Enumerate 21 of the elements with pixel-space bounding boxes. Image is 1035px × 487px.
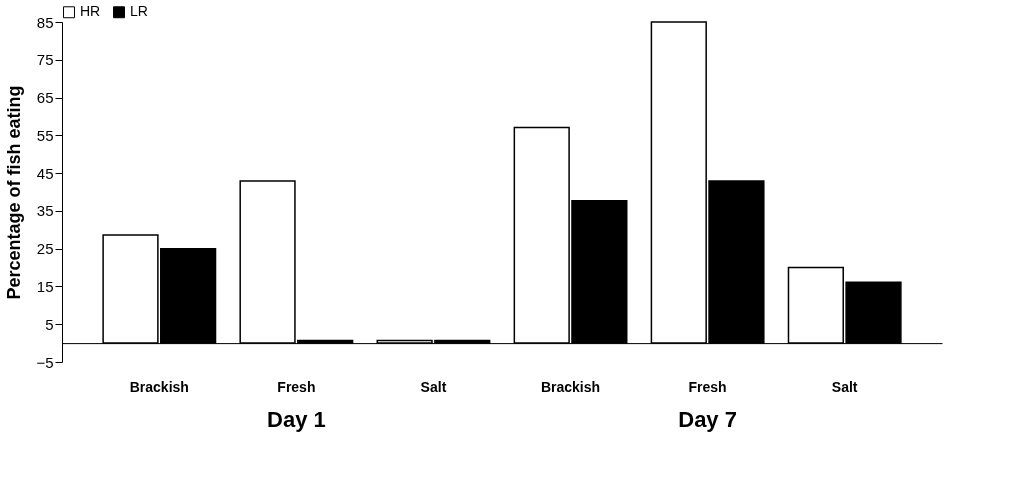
y-tick-label: 45	[36, 164, 54, 182]
y-tick-label: 85	[36, 13, 54, 31]
legend-label: LR	[130, 3, 148, 20]
legend-label: HR	[80, 3, 101, 20]
text: Day 1	[267, 407, 326, 432]
x-tick-label: Salt	[420, 378, 447, 395]
x-tick-label: Fresh	[688, 378, 727, 395]
y-tick-label: 35	[36, 202, 54, 220]
x-tick-label: Salt	[831, 378, 858, 395]
y-tick-label: 15	[36, 277, 54, 295]
y-tick-label: 55	[36, 126, 54, 144]
y-tick-label: 75	[36, 51, 54, 69]
x-tick-label: Brackish	[540, 378, 601, 395]
y-tick-label: 5	[45, 315, 54, 333]
text: Day 7	[678, 407, 737, 432]
y-tick-label: 65	[36, 89, 54, 107]
y-axis-title: Percentage of fish eating	[4, 85, 25, 300]
y-tick-label: −5	[36, 353, 54, 371]
x-tick-label: Brackish	[129, 378, 189, 395]
x-tick-label: Fresh	[277, 378, 316, 395]
y-tick-label: 25	[36, 240, 54, 258]
